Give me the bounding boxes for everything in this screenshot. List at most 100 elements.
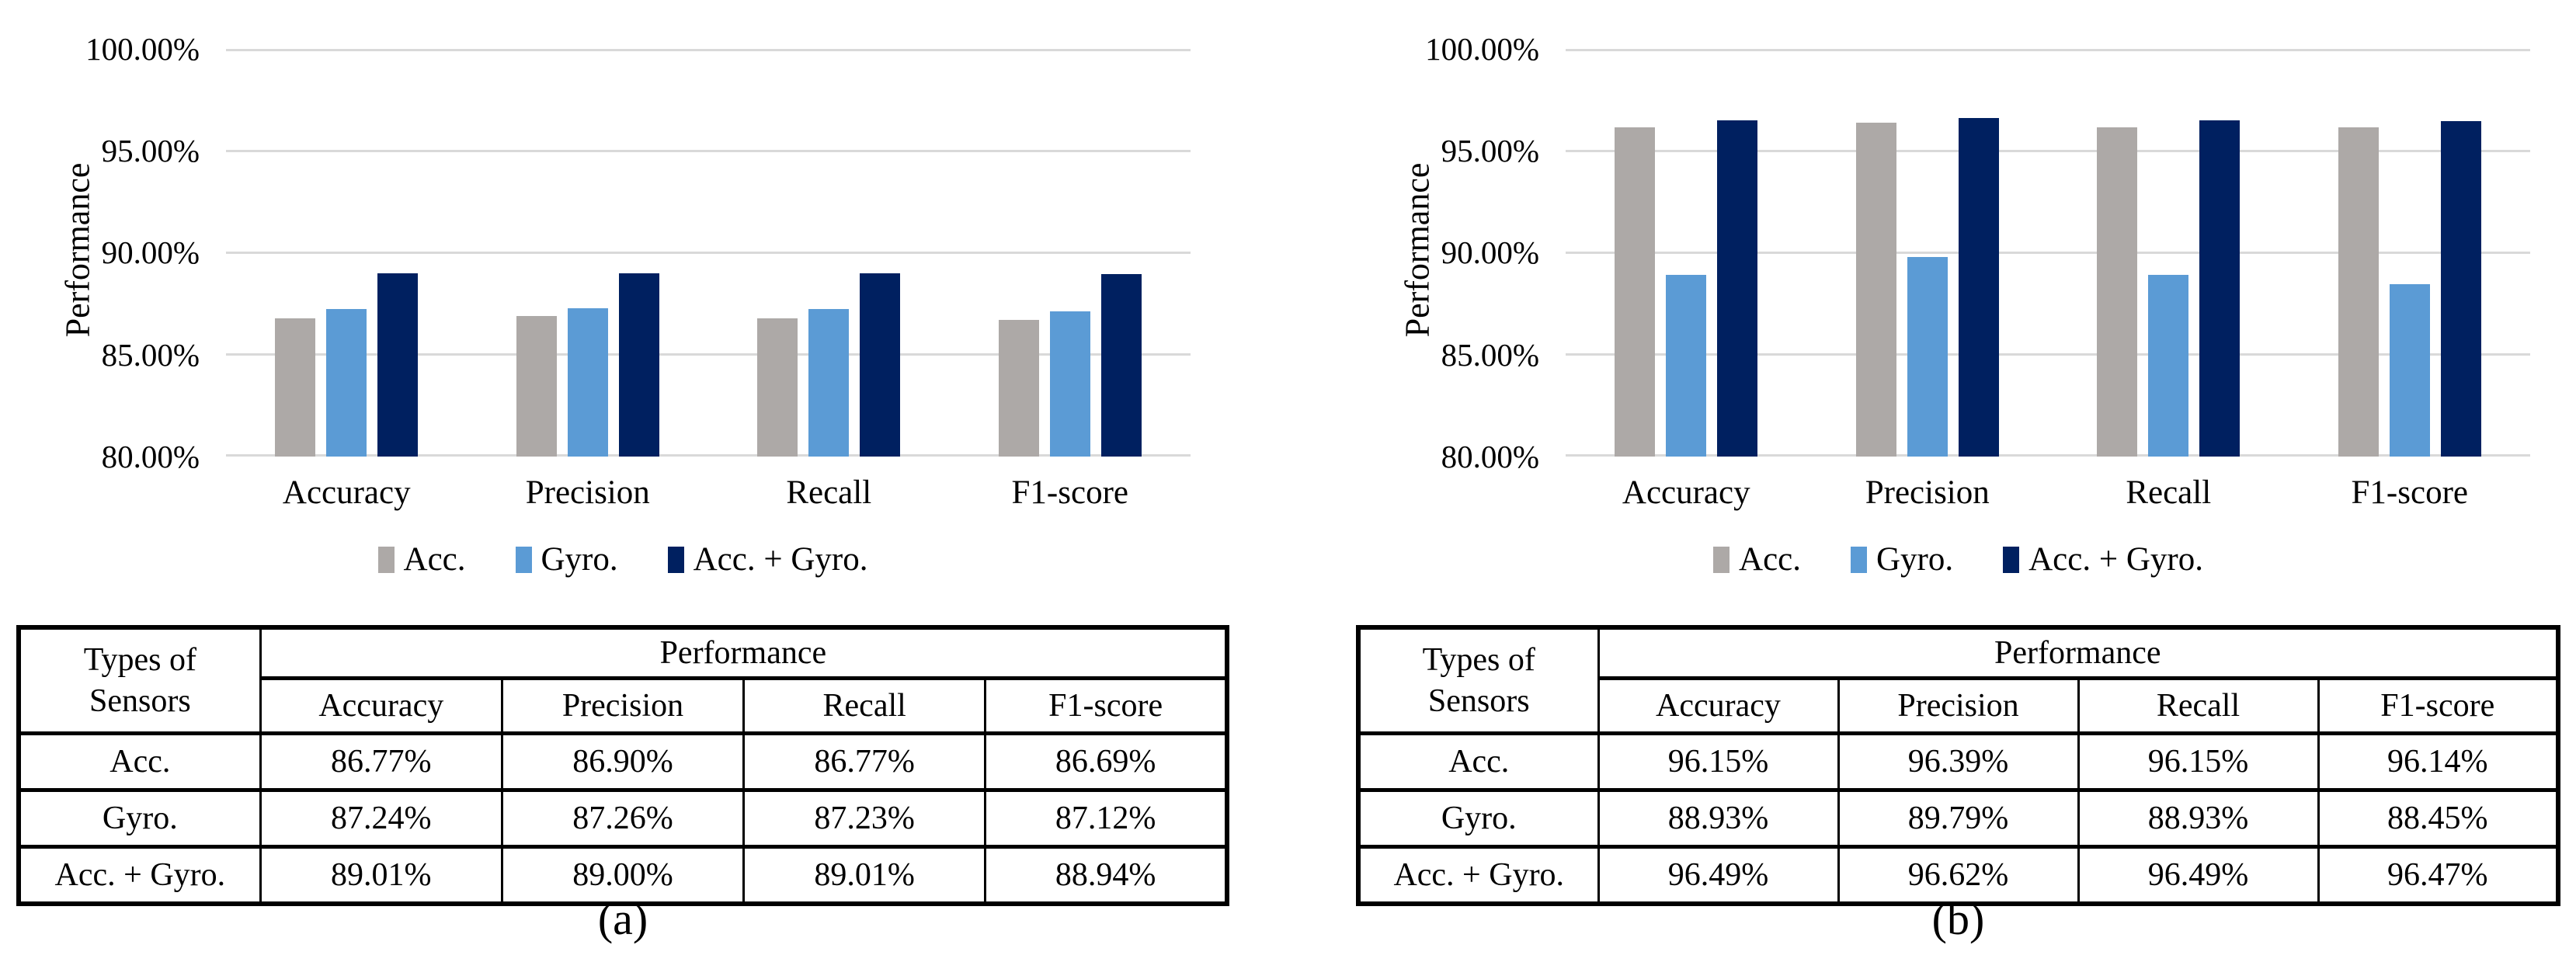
cell: 88.93% <box>2077 788 2320 849</box>
row-label: Acc. + Gyro. <box>17 845 262 906</box>
cell: 86.77% <box>259 731 503 792</box>
legend-item-acc-gyro: Acc. + Gyro. <box>2003 540 2203 578</box>
row-label: Gyro. <box>17 788 262 849</box>
cell: 89.00% <box>500 845 746 906</box>
col-header-recall: Recall <box>2077 676 2320 735</box>
cell: 88.93% <box>1597 788 1840 849</box>
bar-accgyro-precision <box>618 273 659 457</box>
cell: 86.90% <box>500 731 746 792</box>
cell: 96.47% <box>2317 845 2560 906</box>
gridline <box>226 353 1191 356</box>
legend-item-acc: Acc. <box>1713 540 1801 578</box>
table-header-row: Accuracy Precision Recall F1-score <box>1358 676 2560 735</box>
bar-accgyro-f1score <box>1100 274 1142 457</box>
table-row-gyro: Gyro. 88.93% 89.79% 88.93% 88.45% <box>1357 788 2560 849</box>
y-tick-100: 100.00% <box>85 31 200 67</box>
row-label: Acc. <box>17 731 262 792</box>
col-header-precision: Precision <box>1837 676 2080 735</box>
bar-acc-recall <box>757 318 798 457</box>
legend-label-acc: Acc. <box>403 541 466 578</box>
plot-area <box>1566 49 2530 457</box>
table-corner-header: Types of Sensors <box>1357 625 1600 735</box>
gridline <box>226 252 1191 254</box>
y-tick-90: 90.00% <box>1441 234 1539 270</box>
legend-item-acc-gyro: Acc. + Gyro. <box>667 540 868 578</box>
table-group-header: Performance <box>1597 625 2560 680</box>
legend-item-gyro: Gyro. <box>515 540 618 578</box>
y-tick-95: 95.00% <box>1441 133 1539 168</box>
gridline <box>226 49 1191 51</box>
caption-a: (a) <box>597 894 648 944</box>
y-tick-85: 85.00% <box>1441 337 1539 373</box>
legend: Acc. Gyro. Acc. + Gyro. <box>1356 540 2560 578</box>
cell: 89.01% <box>742 845 987 906</box>
gridline <box>226 150 1191 152</box>
bar-gyro-accuracy <box>1666 274 1707 457</box>
bar-acc-f1score <box>2338 127 2379 457</box>
x-axis-label-accuracy: Accuracy <box>282 474 411 511</box>
x-axis-label-precision: Precision <box>1865 474 1990 511</box>
table-group-header: Performance <box>259 625 1229 680</box>
cell: 88.45% <box>2317 788 2560 849</box>
cell: 96.14% <box>2317 731 2560 792</box>
cell: 87.12% <box>984 788 1229 849</box>
row-label: Gyro. <box>1357 788 1600 849</box>
col-header-precision: Precision <box>500 676 746 735</box>
cell: 88.94% <box>984 845 1229 906</box>
caption-b: (b) <box>1931 894 1985 944</box>
legend-swatch-gyro <box>1851 546 1867 573</box>
table-row: Types of Sensors Performance <box>1357 625 2560 735</box>
legend-swatch-acc <box>1713 546 1730 573</box>
cell: 86.77% <box>742 731 987 792</box>
legend-swatch-acc-gyro <box>2003 546 2020 573</box>
bar-gyro-f1score <box>2389 284 2430 457</box>
y-tick-90: 90.00% <box>101 234 200 270</box>
y-tick-100: 100.00% <box>1425 31 1539 67</box>
table-row: Types of Sensors Performance <box>17 625 1229 735</box>
cell: 86.69% <box>984 731 1229 792</box>
gridline <box>1566 252 2530 254</box>
bar-acc-accuracy <box>1615 127 1656 457</box>
cell: 96.49% <box>2077 845 2320 906</box>
col-header-recall: Recall <box>742 676 987 735</box>
gridline <box>1566 49 2530 51</box>
table-row-gyro: Gyro. 87.24% 87.26% 87.23% 87.12% <box>17 788 1229 849</box>
plot-area <box>226 49 1191 457</box>
gridline <box>1566 150 2530 152</box>
cell: 96.15% <box>2077 731 2320 792</box>
cell: 89.01% <box>259 845 503 906</box>
panel-a: Performance 100.00% 95.00% 90.00% 85.00%… <box>16 0 1229 976</box>
legend-swatch-acc-gyro <box>667 546 684 573</box>
bar-acc-f1score <box>998 320 1039 457</box>
cell: 87.23% <box>742 788 987 849</box>
bar-accgyro-precision <box>1958 117 1999 457</box>
legend-label-acc: Acc. <box>1739 541 1801 578</box>
y-tick-95: 95.00% <box>101 133 200 168</box>
results-table-b: Types of Sensors Performance Accuracy Pr… <box>1356 625 2560 906</box>
col-header-f1score: F1-score <box>2317 676 2560 735</box>
cell: 96.39% <box>1837 731 2080 792</box>
y-tick-80: 80.00% <box>101 439 200 474</box>
results-table-a: Types of Sensors Performance Accuracy Pr… <box>16 625 1229 906</box>
bar-acc-accuracy <box>275 318 316 457</box>
x-axis-label-f1score: F1-score <box>2351 474 2468 511</box>
legend-label-acc-gyro: Acc. + Gyro. <box>2028 541 2203 578</box>
cell: 89.79% <box>1837 788 2080 849</box>
bar-accgyro-accuracy <box>377 273 419 457</box>
panel-b: Performance 100.00% 95.00% 90.00% 85.00%… <box>1356 0 2560 976</box>
bar-acc-precision <box>1855 122 1896 457</box>
bar-gyro-recall <box>2148 274 2189 457</box>
x-axis-label-recall: Recall <box>2126 474 2212 511</box>
bar-accgyro-recall <box>2199 120 2241 457</box>
gridline <box>1566 353 2530 356</box>
x-axis-label-f1score: F1-score <box>1011 474 1128 511</box>
x-axis-labels: Accuracy Precision Recall F1-score <box>1566 474 2530 512</box>
x-axis-label-recall: Recall <box>786 474 872 511</box>
bar-gyro-precision <box>567 308 608 457</box>
table-row-acc: Acc. 96.15% 96.39% 96.15% 96.14% <box>1357 731 2560 792</box>
legend-label-acc-gyro: Acc. + Gyro. <box>693 541 868 578</box>
row-label: Acc. <box>1357 731 1600 792</box>
col-header-accuracy: Accuracy <box>1597 676 1840 735</box>
cell: 87.26% <box>500 788 746 849</box>
